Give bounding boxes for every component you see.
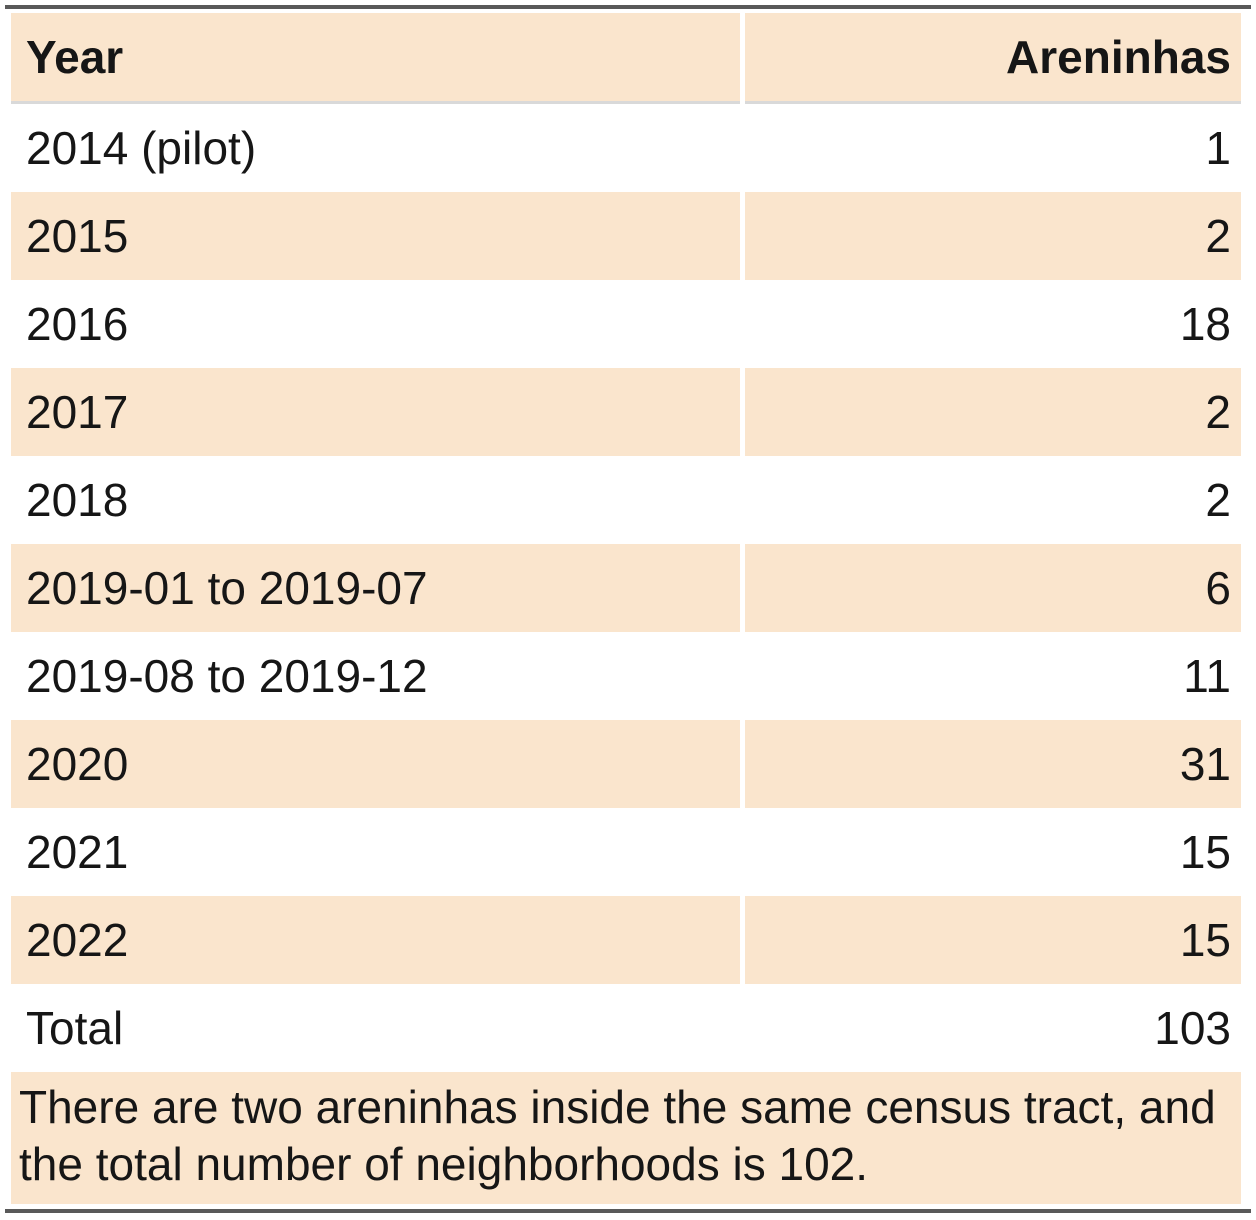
table-row: 2019-08 to 2019-12 11 — [11, 632, 1241, 720]
year-cell: 2017 — [11, 368, 740, 456]
table-row: 2018 2 — [11, 456, 1241, 544]
table-row: 2016 18 — [11, 280, 1241, 368]
column-header-year: Year — [11, 13, 740, 104]
areninhas-cell: 1 — [745, 104, 1241, 192]
areninhas-cell: 103 — [745, 984, 1241, 1072]
table-row: 2015 2 — [11, 192, 1241, 280]
year-cell: 2021 — [11, 808, 740, 896]
year-cell: 2022 — [11, 896, 740, 984]
table-row: 2020 31 — [11, 720, 1241, 808]
table-footnote: There are two areninhas inside the same … — [11, 1072, 1241, 1204]
table-header-row: Year Areninhas — [11, 13, 1241, 104]
areninhas-cell: 15 — [745, 808, 1241, 896]
year-cell: 2020 — [11, 720, 740, 808]
year-cell: Total — [11, 984, 740, 1072]
year-cell: 2016 — [11, 280, 740, 368]
areninhas-cell: 2 — [745, 368, 1241, 456]
areninhas-cell: 11 — [745, 632, 1241, 720]
table-row: Total 103 — [11, 984, 1241, 1072]
table-row: 2021 15 — [11, 808, 1241, 896]
areninhas-cell: 31 — [745, 720, 1241, 808]
areninhas-cell: 6 — [745, 544, 1241, 632]
areninhas-cell: 15 — [745, 896, 1241, 984]
year-cell: 2019-08 to 2019-12 — [11, 632, 740, 720]
column-header-areninhas: Areninhas — [745, 13, 1241, 104]
year-cell: 2014 (pilot) — [11, 104, 740, 192]
areninhas-cell: 18 — [745, 280, 1241, 368]
table-row: 2022 15 — [11, 896, 1241, 984]
areninhas-table: Year Areninhas 2014 (pilot) 1 2015 2 201… — [5, 5, 1251, 1213]
areninhas-cell: 2 — [745, 192, 1241, 280]
areninhas-cell: 2 — [745, 456, 1241, 544]
year-cell: 2019-01 to 2019-07 — [11, 544, 740, 632]
table-row: 2014 (pilot) 1 — [11, 104, 1241, 192]
year-cell: 2015 — [11, 192, 740, 280]
year-cell: 2018 — [11, 456, 740, 544]
table-row: 2017 2 — [11, 368, 1241, 456]
table-row: 2019-01 to 2019-07 6 — [11, 544, 1241, 632]
table-body: 2014 (pilot) 1 2015 2 2016 18 2017 2 201… — [5, 104, 1251, 1072]
